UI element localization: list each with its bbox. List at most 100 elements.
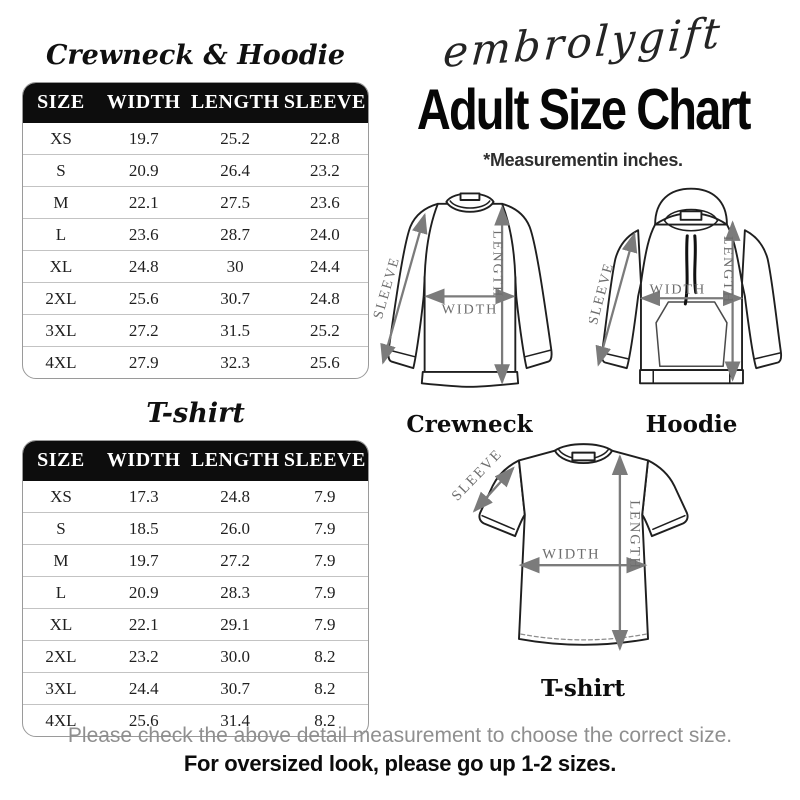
table-row: 3XL 27.2 31.5 25.2 [23, 314, 368, 346]
table-row: 2XL 25.6 30.7 24.8 [23, 282, 368, 314]
sleeve-arrow [595, 231, 638, 367]
column-header: LENGTH [188, 83, 282, 123]
table-row: 2XL 23.2 30.0 8.2 [23, 640, 368, 672]
header-row: SIZE WIDTH LENGTH SLEEVE [23, 83, 368, 123]
column-header: WIDTH [98, 441, 189, 481]
table-cell: 2XL [23, 640, 99, 672]
table-cell: 7.9 [314, 486, 336, 506]
tshirt-row: SLEEVE WIDTH LENGTH T-shirt [372, 441, 794, 702]
table-row: 4XL 25.6 31.4 8.2 [23, 704, 368, 736]
length-label: LENGTH [626, 500, 642, 570]
table-cell: 19.7 [128, 128, 159, 148]
table-cell: 3XL [23, 314, 99, 346]
table-cell: 27.5 [188, 186, 282, 218]
table-row: S 18.5 26.0 7.9 [23, 512, 368, 544]
table-cell: 7.9 [281, 512, 368, 544]
table-cell: 20.9 [98, 154, 189, 186]
measurement-note: *Measurementin inches. [483, 150, 683, 170]
tshirt-figure: SLEEVE WIDTH LENGTH T-shirt [448, 441, 716, 702]
table-cell: 25.2 [281, 314, 368, 346]
table-cell: 19.7 [98, 544, 189, 576]
table-cell: 2XL [23, 282, 99, 314]
tshirt-table-title: T-shirt [146, 398, 245, 429]
table-row: XL 22.1 29.1 7.9 [23, 608, 368, 640]
column-header: LENGTH [188, 441, 282, 481]
table-cell: 29.1 [188, 608, 282, 640]
table-cell: S [23, 154, 99, 186]
table-cell: 23.6 [98, 218, 189, 250]
table-cell: XL [23, 608, 99, 640]
header-row: SIZE WIDTH LENGTH SLEEVE [23, 441, 368, 481]
length-label: LENGTH [490, 230, 506, 298]
table-cell: 30.7 [188, 672, 282, 704]
table-cell: XS [50, 128, 72, 148]
width-label: WIDTH [649, 282, 706, 298]
table-row: L 23.6 28.7 24.0 [23, 218, 368, 250]
table-cell: M [23, 544, 99, 576]
table-cell: 31.4 [188, 704, 282, 736]
page-title: Adult Size Chart [372, 78, 794, 142]
hoodie-caption: Hoodie [645, 411, 738, 438]
table-cell: 4XL [23, 346, 99, 378]
table-cell: L [23, 576, 99, 608]
width-label: WIDTH [442, 301, 499, 317]
table-cell: 22.1 [98, 608, 189, 640]
diagrams-row: SLEEVE WIDTH LENGTH Crewneck [370, 183, 794, 438]
sleeve-arrow [472, 466, 515, 513]
column-header: WIDTH [98, 83, 189, 123]
table-row: XS 17.3 24.8 7.9 [23, 481, 368, 512]
table-cell: S [23, 512, 99, 544]
table-cell: 18.5 [98, 512, 189, 544]
table-cell: 28.3 [188, 576, 282, 608]
length-label: LENGTH [720, 236, 736, 304]
table-cell: 30.7 [188, 282, 282, 314]
table-cell: 22.8 [309, 128, 340, 148]
brand-logo: embrolygift [441, 8, 725, 77]
crewneck-caption: Crewneck [406, 411, 533, 438]
table-cell: 27.9 [98, 346, 189, 378]
table-cell: 23.2 [98, 640, 189, 672]
table-cell: XS [50, 486, 72, 506]
table-row: M 22.1 27.5 23.6 [23, 186, 368, 218]
table-row: XL 24.8 30 24.4 [23, 250, 368, 282]
table-cell: 24.4 [98, 672, 189, 704]
table-cell: 28.7 [188, 218, 282, 250]
table-cell: 22.1 [98, 186, 189, 218]
table-cell: 27.2 [188, 544, 282, 576]
table-cell: 23.2 [281, 154, 368, 186]
crewneck-hoodie-table-title: Crewneck & Hoodie [45, 40, 346, 71]
table-cell: L [23, 218, 99, 250]
table-cell: 24.8 [281, 282, 368, 314]
table-cell: 32.3 [188, 346, 282, 378]
crewneck-diagram-icon: SLEEVE WIDTH LENGTH [370, 192, 553, 388]
column-header: SLEEVE [281, 83, 368, 123]
width-label: WIDTH [542, 546, 600, 562]
column-header: SIZE [23, 83, 99, 123]
table-cell: 17.3 [128, 486, 159, 506]
table-cell: 8.2 [281, 640, 368, 672]
table-cell: 25.6 [98, 704, 189, 736]
table-row: 4XL 27.9 32.3 25.6 [23, 346, 368, 378]
table-cell: 24.8 [98, 250, 189, 282]
table-cell: 24.4 [281, 250, 368, 282]
table-cell: 4XL [23, 704, 99, 736]
crewneck-hoodie-size-table: SIZE WIDTH LENGTH SLEEVE XS 19.7 25.2 22.8 S 20.… [22, 82, 369, 379]
tshirt-diagram-icon: SLEEVE WIDTH LENGTH [448, 443, 689, 651]
table-cell: 7.9 [281, 608, 368, 640]
table-cell: 26.0 [188, 512, 282, 544]
table-cell: 30.0 [188, 640, 282, 672]
table-cell: 25.2 [220, 128, 251, 148]
table-cell: XL [23, 250, 99, 282]
table-row: XS 19.7 25.2 22.8 [23, 123, 368, 154]
sleeve-arrow [380, 212, 428, 365]
table-cell: 24.8 [220, 486, 251, 506]
table-row: 3XL 24.4 30.7 8.2 [23, 672, 368, 704]
size-tables-column: Crewneck & Hoodie SIZE WIDTH LENGTH SLEEVE … [22, 40, 369, 737]
table-cell: 25.6 [98, 282, 189, 314]
table-cell: 7.9 [281, 544, 368, 576]
table-cell: 27.2 [98, 314, 189, 346]
table-cell: 8.2 [281, 672, 368, 704]
crewneck-drawing [387, 192, 553, 388]
table-row: S 20.9 26.4 23.2 [23, 154, 368, 186]
